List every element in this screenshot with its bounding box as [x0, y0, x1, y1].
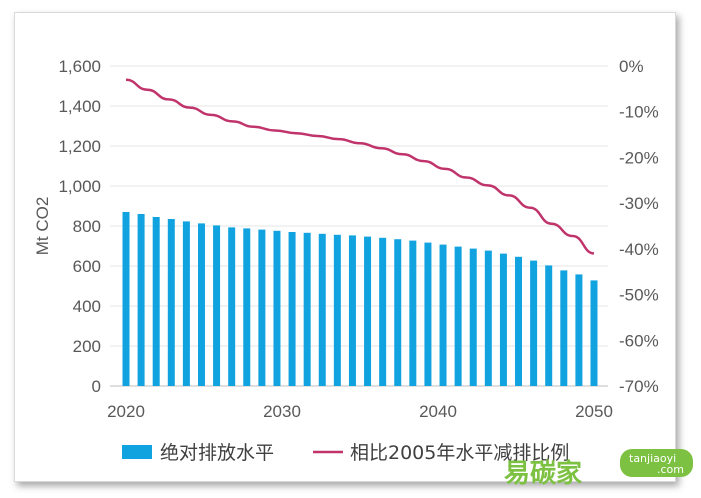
bar: [484, 250, 492, 386]
x-axis-ticks: 2020 2030 2040 2050: [107, 402, 613, 421]
legend-line-label: 相比2005年水平减排比例: [350, 442, 569, 464]
right-tick-label: -50%: [619, 286, 659, 305]
right-tick-label: -10%: [619, 103, 659, 122]
right-tick-label: 0%: [619, 57, 644, 76]
watermark-sub2: .com: [657, 463, 684, 476]
left-tick-label: 1,600: [58, 57, 101, 76]
bar: [213, 225, 221, 386]
left-tick-label: 1,400: [58, 97, 101, 116]
bar: [499, 253, 507, 386]
x-tick-label: 2020: [107, 402, 145, 421]
right-tick-label: -30%: [619, 194, 659, 213]
bar: [228, 227, 236, 386]
bar: [454, 246, 462, 386]
gridlines: [110, 65, 608, 387]
x-tick-label: 2050: [575, 402, 613, 421]
right-tick-label: -20%: [619, 148, 659, 167]
bar: [348, 235, 356, 386]
left-tick-label: 600: [73, 257, 101, 276]
watermark-text: 易碳家: [504, 458, 582, 489]
bar: [424, 242, 432, 386]
left-tick-label: 0: [92, 377, 101, 396]
bar: [303, 232, 311, 386]
bar: [273, 230, 281, 386]
bar: [515, 256, 523, 386]
left-tick-label: 1,200: [58, 137, 101, 156]
right-tick-label: -40%: [619, 240, 659, 259]
bar: [333, 234, 341, 386]
bar: [258, 229, 266, 386]
bar: [318, 233, 326, 386]
bar: [545, 265, 553, 386]
x-tick-label: 2040: [419, 402, 457, 421]
bar: [137, 214, 145, 386]
bar: [379, 237, 387, 386]
bar: [152, 217, 160, 386]
bar: [122, 212, 130, 386]
x-tick-label: 2030: [263, 402, 301, 421]
bar: [575, 274, 583, 386]
bar: [243, 228, 251, 386]
bar: [439, 244, 447, 386]
bar: [364, 236, 372, 386]
legend: 绝对排放水平 相比2005年水平减排比例: [122, 442, 569, 464]
left-axis-label: Mt CO2: [33, 197, 52, 256]
bar: [560, 270, 568, 386]
left-tick-label: 400: [73, 297, 101, 316]
bar: [197, 223, 205, 386]
watermark-badge: [620, 449, 693, 477]
legend-bar-swatch: [122, 445, 152, 459]
watermark: 易碳家 tanjiaoyi .com: [504, 449, 693, 489]
bar: [288, 232, 296, 386]
bar: [590, 280, 598, 386]
left-tick-label: 1,000: [58, 177, 101, 196]
bar: [394, 239, 402, 386]
watermark-sub: tanjiaoyi: [629, 452, 676, 465]
line-path: [125, 78, 595, 255]
left-tick-label: 800: [73, 217, 101, 236]
legend-bar-label: 绝对排放水平: [160, 442, 274, 464]
left-axis-ticks: 0 200 400 600 800 1,000 1,200 1,400 1,600: [58, 57, 101, 396]
line-series: [125, 78, 595, 255]
bar: [530, 260, 538, 386]
bar: [182, 221, 190, 386]
bar: [469, 248, 477, 386]
bar: [167, 219, 175, 386]
right-axis-ticks: 0% -10% -20% -30% -40% -50% -60% -70%: [619, 57, 659, 396]
right-tick-label: -60%: [619, 331, 659, 350]
left-tick-label: 200: [73, 337, 101, 356]
bar: [409, 240, 417, 386]
right-tick-label: -70%: [619, 377, 659, 396]
bar-series: [122, 212, 598, 386]
